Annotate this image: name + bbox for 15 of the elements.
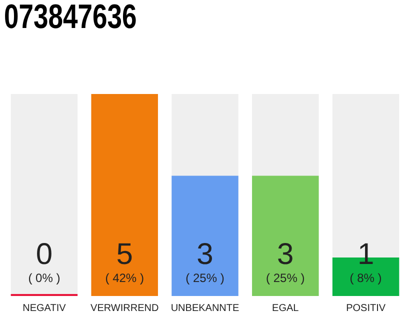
- data-label: ( 0% ): [28, 271, 60, 285]
- chart-title: 073847636: [4, 0, 137, 37]
- data-label: ( 8% ): [350, 271, 382, 285]
- data-label: ( 25% ): [266, 271, 305, 285]
- annotation: 3: [196, 238, 214, 271]
- x-tick-label: VERWIRREND: [90, 302, 159, 314]
- x-tick-label: EGAL: [272, 302, 300, 314]
- annotation: 3: [277, 238, 294, 271]
- data-label: ( 42% ): [105, 271, 144, 285]
- x-tick-label: UNBEKANNTE: [170, 302, 240, 314]
- annotation: 0: [36, 238, 53, 271]
- data-label: ( 25% ): [186, 271, 224, 285]
- x-tick-label: POSITIV: [346, 302, 386, 314]
- x-tick-label: NEGATIV: [22, 302, 66, 314]
- annotation: 5: [116, 238, 133, 271]
